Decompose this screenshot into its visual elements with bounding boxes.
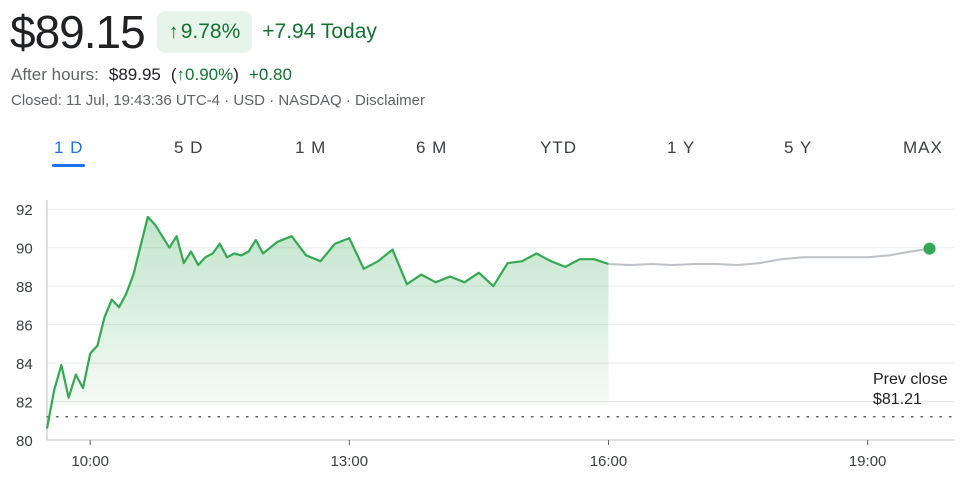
prev-close-value: $81.21 — [873, 391, 922, 408]
change-today: +7.94 Today — [262, 20, 377, 43]
x-tick-label: 19:00 — [849, 453, 887, 470]
regular-session-area — [47, 216, 609, 429]
change-percent: 9.78% — [180, 20, 241, 43]
tab-1d[interactable]: 1 D — [51, 138, 86, 167]
y-tick-label: 84 — [16, 356, 33, 373]
y-tick-label: 86 — [16, 318, 33, 335]
x-tick-label: 13:00 — [331, 453, 369, 470]
y-axis: 92 90 88 86 84 82 80 — [16, 202, 33, 450]
tab-5y[interactable]: 5 Y — [784, 138, 813, 157]
y-tick-label: 80 — [16, 433, 33, 450]
range-tabs: 1 D 5 D 1 M 6 M YTD 1 Y 5 Y MAX — [0, 138, 968, 168]
prev-close-annotation: Prev close $81.21 — [873, 370, 948, 410]
last-price-dot — [923, 242, 936, 255]
tab-6m[interactable]: 6 M — [416, 138, 448, 157]
price-chart[interactable]: 92 90 88 86 84 82 80 10:00 13:00 16:00 19:00 — [0, 185, 968, 481]
after-hours-change-percent: (↑0.90%) — [170, 65, 239, 84]
tab-max[interactable]: MAX — [903, 138, 943, 157]
x-tick-label: 10:00 — [71, 453, 109, 470]
up-arrow-icon: ↑ — [168, 20, 179, 43]
after-hours-label: After hours: — [11, 65, 99, 84]
y-tick-label: 88 — [16, 279, 33, 296]
x-axis: 10:00 13:00 16:00 19:00 — [71, 440, 886, 470]
regular-session-line — [45, 215, 609, 429]
change-percent-chip: ↑ 9.78% — [156, 11, 253, 53]
up-arrow-icon: ↑ — [176, 65, 186, 84]
prev-close-label: Prev close — [873, 371, 948, 388]
tab-ytd[interactable]: YTD — [540, 138, 577, 157]
y-tick-label: 82 — [16, 395, 33, 412]
tab-5d[interactable]: 5 D — [174, 138, 204, 157]
y-tick-label: 92 — [16, 202, 33, 219]
tab-1m[interactable]: 1 M — [295, 138, 327, 157]
after-hours-row: After hours: $89.95 (↑0.90%) +0.80 — [11, 64, 292, 86]
after-hours-change: +0.80 — [248, 65, 292, 84]
market-meta: Closed: 11 Jul, 19:43:36 UTC-4 · USD · N… — [11, 92, 426, 109]
quote-header: $89.15 ↑ 9.78% +7.94 Today — [10, 6, 377, 58]
after-hours-price: $89.95 — [108, 65, 161, 84]
tab-1y[interactable]: 1 Y — [667, 138, 696, 157]
current-price: $89.15 — [10, 6, 146, 58]
x-tick-label: 16:00 — [590, 453, 628, 470]
after-hours-line — [608, 247, 930, 266]
y-tick-label: 90 — [16, 241, 33, 258]
